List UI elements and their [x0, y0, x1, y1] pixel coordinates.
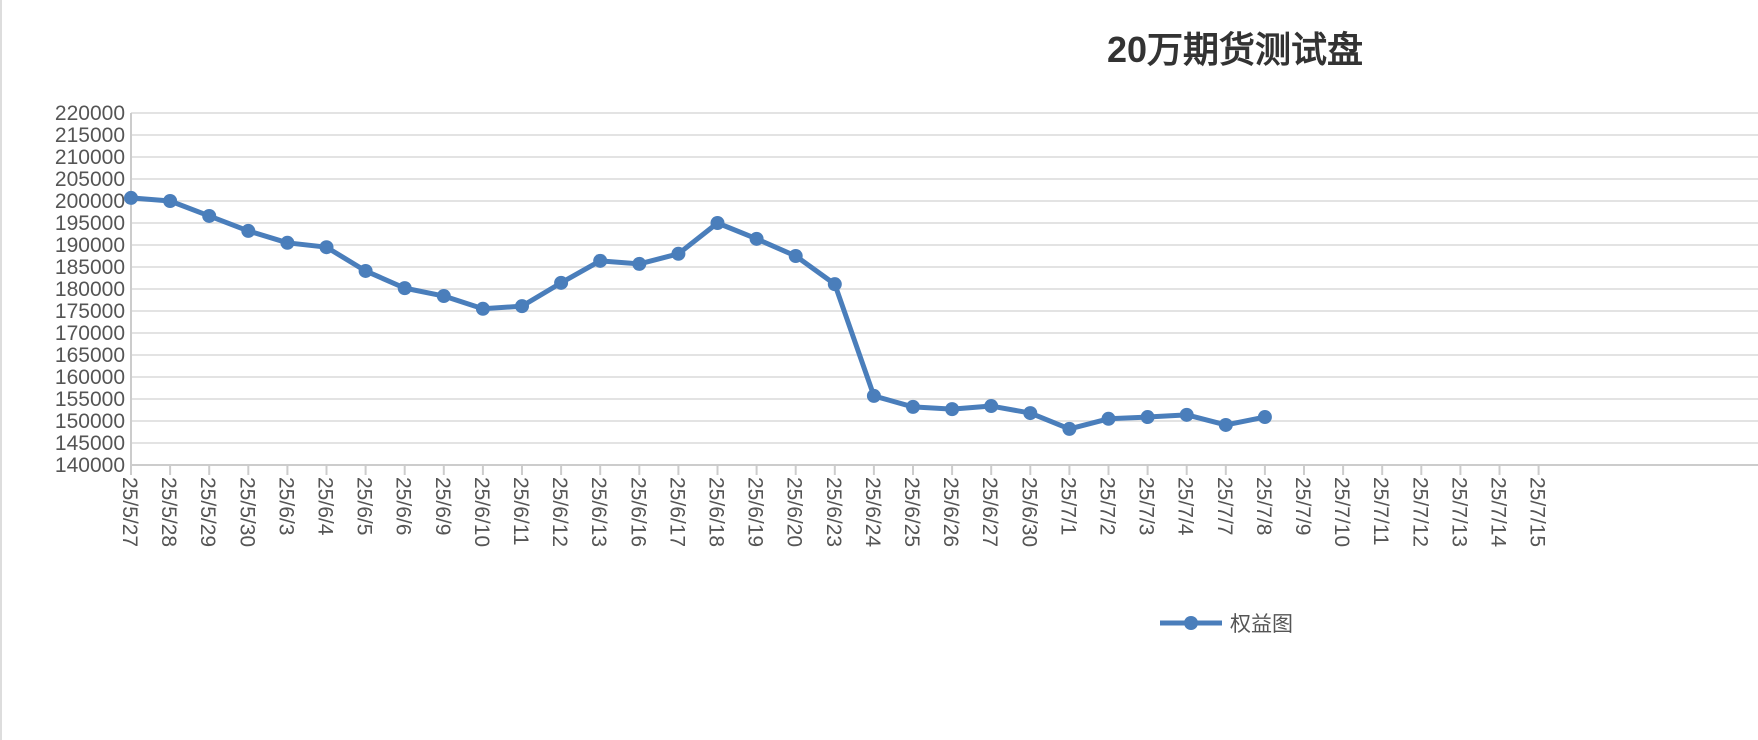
data-point — [475, 301, 490, 316]
data-point — [1218, 417, 1233, 432]
x-tick-label: 25/7/4 — [1174, 477, 1197, 536]
data-point — [515, 299, 529, 314]
data-point — [945, 402, 960, 417]
data-point — [241, 223, 256, 238]
data-point — [202, 208, 217, 223]
y-tick-label: 190000 — [55, 234, 125, 257]
x-tick-label: 25/5/29 — [196, 477, 219, 547]
data-point — [1257, 410, 1272, 425]
x-tick-label: 25/6/12 — [548, 477, 571, 547]
data-point — [124, 190, 138, 205]
data-point — [593, 253, 608, 268]
y-tick-label: 220000 — [55, 102, 125, 125]
data-point — [710, 216, 725, 230]
data-point — [788, 249, 803, 263]
x-tick-label: 25/7/9 — [1291, 477, 1314, 535]
x-tick-label: 25/6/16 — [626, 477, 649, 547]
data-point — [1023, 406, 1038, 421]
y-tick-label: 195000 — [55, 212, 125, 235]
data-point — [1101, 411, 1116, 426]
data-point — [632, 256, 647, 271]
x-tick-label: 25/7/12 — [1408, 477, 1431, 547]
x-tick-label: 25/7/11 — [1369, 477, 1392, 546]
x-tick-label: 25/5/30 — [235, 477, 258, 547]
x-tick-label: 25/7/10 — [1330, 477, 1353, 547]
x-tick-label: 25/7/8 — [1252, 477, 1275, 535]
x-tick-label: 25/6/24 — [861, 477, 884, 547]
x-tick-label: 25/6/18 — [705, 477, 728, 547]
data-point — [866, 388, 881, 403]
x-tick-label: 25/7/13 — [1447, 477, 1470, 547]
x-tick-label: 25/6/10 — [470, 477, 493, 547]
y-tick-label: 175000 — [55, 300, 125, 323]
data-point — [163, 194, 178, 208]
x-tick-label: 25/7/15 — [1526, 477, 1549, 547]
y-tick-label: 150000 — [55, 410, 125, 433]
y-tick-label: 140000 — [55, 454, 125, 477]
x-tick-label: 25/6/20 — [783, 477, 806, 547]
y-tick-label: 200000 — [55, 190, 125, 213]
data-point — [984, 399, 999, 414]
x-tick-label: 25/6/9 — [431, 477, 454, 535]
x-tick-label: 25/7/1 — [1056, 477, 1079, 535]
y-tick-label: 205000 — [55, 168, 125, 191]
legend-label: 权益图 — [1230, 613, 1293, 636]
x-tick-label: 25/6/5 — [353, 477, 376, 535]
x-tick-label: 25/6/26 — [939, 477, 962, 547]
x-tick-label: 25/7/14 — [1487, 477, 1510, 547]
data-point — [827, 277, 842, 292]
series-line — [130, 195, 1266, 432]
y-tick-label: 145000 — [55, 432, 125, 455]
y-tick-label: 185000 — [55, 256, 125, 279]
x-tick-label: 25/6/19 — [744, 477, 767, 547]
x-tick-label: 25/6/30 — [1017, 477, 1040, 547]
data-point — [1140, 410, 1155, 425]
y-tick-label: 180000 — [55, 278, 125, 301]
x-tick-label: 25/6/6 — [392, 477, 415, 535]
data-point — [1062, 421, 1077, 436]
y-tick-label: 160000 — [55, 366, 125, 389]
data-point — [554, 275, 569, 290]
x-tick-label: 25/6/17 — [665, 477, 688, 547]
x-tick-label: 25/6/4 — [314, 477, 337, 536]
x-tick-label: 25/7/3 — [1135, 477, 1158, 535]
data-point — [749, 231, 764, 246]
chart-title: 20万期货测试盘 — [1107, 29, 1363, 70]
y-tick-label: 215000 — [55, 124, 125, 147]
y-tick-label: 165000 — [55, 344, 125, 367]
x-tick-label: 25/6/25 — [900, 477, 923, 547]
data-point — [397, 281, 412, 296]
data-point — [906, 399, 920, 414]
x-tick-label: 25/6/13 — [587, 477, 610, 547]
x-tick-label: 25/5/27 — [118, 477, 141, 547]
x-tick-label: 25/5/28 — [157, 477, 180, 547]
x-tick-label: 25/6/3 — [274, 477, 297, 535]
y-tick-label: 170000 — [55, 322, 125, 345]
legend-marker — [1184, 616, 1198, 630]
x-tick-label: 25/6/27 — [978, 477, 1001, 547]
y-tick-label: 210000 — [55, 146, 125, 169]
data-point — [358, 263, 373, 278]
data-point — [436, 289, 451, 304]
x-tick-label: 25/7/2 — [1096, 477, 1119, 535]
x-tick-label: 25/7/7 — [1213, 477, 1236, 535]
data-point — [671, 246, 686, 261]
data-point — [1179, 407, 1194, 422]
x-tick-label: 25/6/23 — [822, 477, 845, 547]
x-tick-label: 25/6/11 — [509, 477, 532, 546]
data-point — [319, 240, 334, 255]
y-tick-label: 155000 — [55, 388, 125, 411]
data-point — [280, 235, 295, 250]
